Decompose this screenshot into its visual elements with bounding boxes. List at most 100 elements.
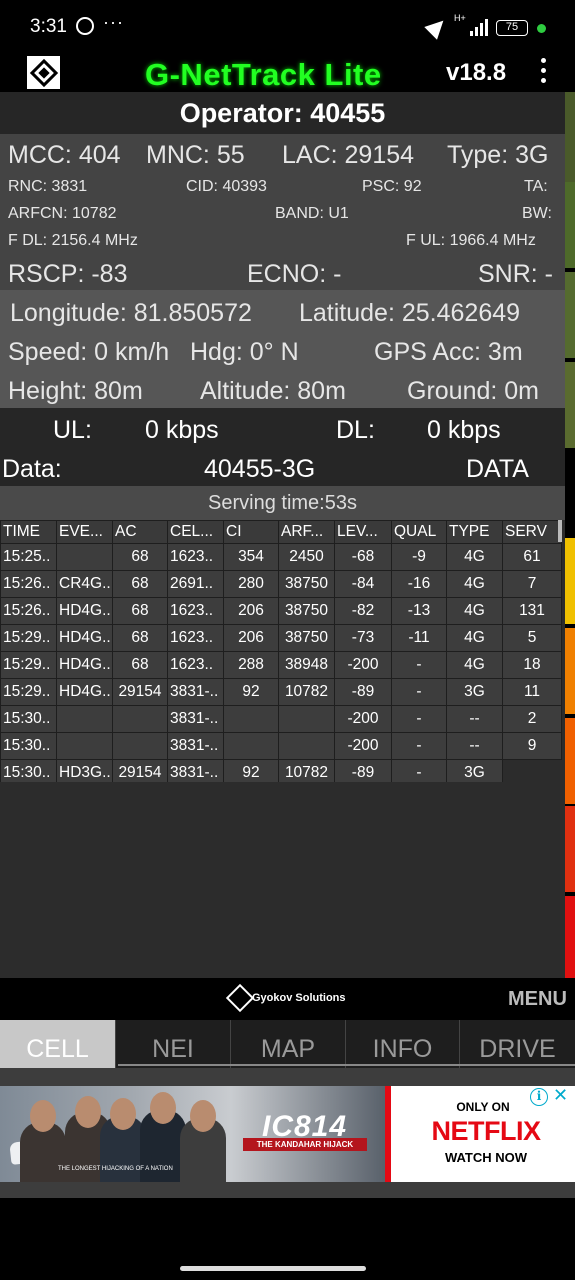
col-header[interactable]: CEL... <box>167 520 224 544</box>
dl-value: 0 kbps <box>427 416 501 444</box>
table-cell: -89 <box>334 759 392 782</box>
table-row[interactable]: 15:25.. 68 1623.. 354 2450 -68 -9 4G 61 <box>0 543 562 571</box>
table-row[interactable]: 15:26.. HD4G.. 68 1623.. 206 38750 -82 -13 4G 131 <box>0 597 562 625</box>
table-cell: 9 <box>502 732 562 760</box>
level-segment <box>565 272 575 358</box>
table-cell: 10782 <box>278 759 335 782</box>
table-cell: - <box>391 705 447 733</box>
table-cell: 11 <box>502 678 562 706</box>
brand-label: Gyokov Solutions <box>252 992 346 1004</box>
table-cell <box>56 543 113 571</box>
table-cell: -82 <box>334 597 392 625</box>
table-cell: 4G <box>446 597 503 625</box>
data-label: Data: <box>2 455 62 483</box>
ad-close-icon[interactable]: ✕ <box>553 1085 569 1105</box>
table-cell: 2 <box>502 705 562 733</box>
table-cell: 3G <box>446 678 503 706</box>
more-notifications-icon: ··· <box>103 12 124 32</box>
table-row[interactable]: 15:30.. 3831-.. -200- -- 9 <box>0 732 562 760</box>
table-cell: -11 <box>391 624 447 652</box>
operator-label: Operator: 40455 <box>179 98 386 128</box>
signal-level-bar <box>565 92 575 978</box>
col-header[interactable]: AC <box>112 520 168 544</box>
table-row[interactable]: 15:30.. 3831-.. -200- -- 2 <box>0 705 562 733</box>
col-header[interactable]: TIME <box>0 520 57 544</box>
ad-banner[interactable]: IC814 THE KANDAHAR HIJACK THE LONGEST HI… <box>0 1086 575 1182</box>
table-cell: -200 <box>334 705 392 733</box>
table-row[interactable]: 15:29.. HD4G.. 29154 3831-.. 92 10782 -89-3G 11 <box>0 678 562 706</box>
table-cell: 18 <box>502 651 562 679</box>
cell-log-table[interactable]: TIME EVE... AC CEL... CI ARF... LEV... Q… <box>0 520 565 782</box>
table-cell: 29154 <box>112 759 168 782</box>
table-cell: 61 <box>502 543 562 571</box>
col-header[interactable]: LEV... <box>334 520 392 544</box>
table-cell: 38750 <box>278 570 335 598</box>
table-cell: 7 <box>502 570 562 598</box>
table-cell: 1623.. <box>167 651 224 679</box>
table-cell: 92 <box>223 678 279 706</box>
ul-label: UL: <box>53 416 92 444</box>
table-row[interactable]: 15:30.. HD3G.. 29154 3831-.. 92 10782 -89-3G <box>0 759 562 782</box>
table-row[interactable]: 15:29.. HD4G.. 68 1623.. 288 38948 -200-4G 18 <box>0 651 562 679</box>
table-cell: 15:29.. <box>0 678 57 706</box>
col-header[interactable]: CI <box>223 520 279 544</box>
tab-drive[interactable]: DRIVE <box>479 1035 556 1063</box>
table-row[interactable]: 15:26.. CR4G.. 68 2691.. 280 38750 -84 -16 4G 7 <box>0 570 562 598</box>
table-cell: 68 <box>112 597 168 625</box>
table-cell <box>112 705 168 733</box>
ad-figure-head <box>30 1100 56 1132</box>
ecno-value: ECNO: - <box>247 260 342 288</box>
table-cell: 354 <box>223 543 279 571</box>
tab-cell[interactable]: CELL <box>0 1020 116 1068</box>
table-row[interactable]: 15:29.. HD4G.. 68 1623.. 206 38750 -73 -11 4G 5 <box>0 624 562 652</box>
table-cell: 29154 <box>112 678 168 706</box>
table-cell: 4G <box>446 543 503 571</box>
lac-value: LAC: 29154 <box>282 141 415 169</box>
table-cell: 15:29.. <box>0 624 57 652</box>
table-cell: 15:30.. <box>0 759 57 782</box>
ad-cta-panel[interactable]: ONLY ON NETFLIX WATCH NOW <box>391 1086 575 1182</box>
ad-figure-head <box>110 1098 136 1130</box>
battery-icon: 75 <box>496 20 528 36</box>
brand-bar: Gyokov Solutions MENU <box>0 978 575 1020</box>
tab-info[interactable]: INFO <box>346 1020 460 1068</box>
status-bar: 3:31 ··· H+ 75 <box>0 0 575 56</box>
tab-map[interactable]: MAP <box>231 1020 346 1068</box>
table-cell: 92 <box>223 759 279 782</box>
cid-value: CID: 40393 <box>186 178 267 195</box>
network-type: H+ <box>454 13 466 23</box>
table-cell <box>223 705 279 733</box>
table-cell: 1623.. <box>167 597 224 625</box>
col-header[interactable]: QUAL <box>391 520 447 544</box>
gps-accuracy-value: GPS Acc: 3m <box>374 338 523 366</box>
table-cell: 68 <box>112 651 168 679</box>
ad-poster-image[interactable]: IC814 THE KANDAHAR HIJACK THE LONGEST HI… <box>0 1086 385 1182</box>
watch-now-button[interactable]: WATCH NOW <box>444 1150 528 1165</box>
ad-info-icon[interactable]: i <box>530 1088 548 1106</box>
table-cell: 4G <box>446 624 503 652</box>
table-cell: 1623.. <box>167 543 224 571</box>
bw-value: BW: <box>522 205 552 222</box>
table-cell: 38750 <box>278 597 335 625</box>
gesture-bar[interactable] <box>180 1266 366 1271</box>
table-cell: 1623.. <box>167 624 224 652</box>
tab-underline <box>118 1064 575 1066</box>
latitude-value: Latitude: 25.462649 <box>299 299 521 327</box>
level-segment <box>565 362 575 448</box>
overflow-menu-icon[interactable] <box>536 58 550 86</box>
menu-button[interactable]: MENU <box>508 988 567 1010</box>
table-cell: - <box>391 732 447 760</box>
col-header[interactable]: EVE... <box>56 520 113 544</box>
table-cell: 3831-.. <box>167 705 224 733</box>
col-header[interactable]: SERV <box>502 520 562 544</box>
app-version: v18.8 <box>446 59 507 86</box>
level-segment <box>565 182 575 268</box>
table-cell: 288 <box>223 651 279 679</box>
tab-nei[interactable]: NEI <box>116 1020 231 1068</box>
col-header[interactable]: ARF... <box>278 520 335 544</box>
table-cell: 15:30.. <box>0 732 57 760</box>
table-scrollbar[interactable] <box>558 520 562 542</box>
ad-figure-head <box>190 1100 216 1132</box>
app-logo-icon[interactable] <box>27 56 60 89</box>
col-header[interactable]: TYPE <box>446 520 503 544</box>
